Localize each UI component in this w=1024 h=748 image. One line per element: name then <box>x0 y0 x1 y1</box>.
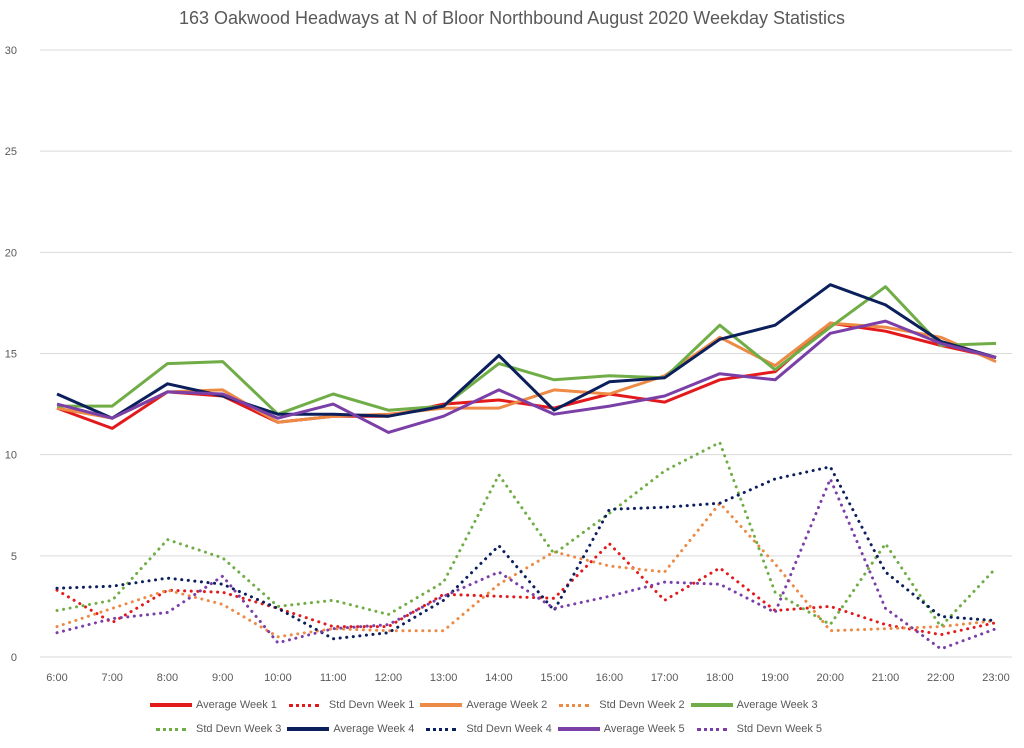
y-tick-label: 25 <box>5 146 17 158</box>
x-tick-label: 22:00 <box>927 672 955 684</box>
legend-solid-line-icon <box>150 703 192 707</box>
x-axis-ticks: 6:00 7:00 8:00 9:00 10:00 11:00 12:00 13:00 14:0… <box>46 672 1009 684</box>
legend-label: Average Week 5 <box>603 723 685 735</box>
legend-label: Std Devn Week 5 <box>736 723 823 735</box>
legend-row: Average Week 1 Std Devn Week 1 Average Wee… <box>150 693 890 717</box>
chart-title: 163 Oakwood Headways at N of Bloor North… <box>178 8 846 28</box>
x-tick-label: 23:00 <box>982 672 1010 684</box>
legend-solid-line-icon <box>287 727 330 731</box>
x-tick-label: 14:00 <box>485 672 513 684</box>
y-tick-label: 10 <box>5 450 17 462</box>
legend-label: Std Devn Week 4 <box>466 723 552 735</box>
series-line-std-devn-week-2 <box>55 501 998 639</box>
x-tick-label: 21:00 <box>872 672 900 684</box>
legend-solid-line-icon <box>690 703 733 707</box>
legend-dotted-line-icon <box>696 727 727 731</box>
legend-item: Std Devn Week 4 <box>420 723 552 735</box>
legend-row: Std Devn Week 3 Average Week 4 Std Devn We… <box>150 717 890 741</box>
legend-item: Average Week 3 <box>690 699 818 711</box>
legend-label: Std Devn Week 2 <box>599 699 685 711</box>
legend-label: Std Devn Week 3 <box>196 723 282 735</box>
x-tick-label: 9:00 <box>212 672 233 684</box>
legend-label: Average Week 1 <box>196 699 277 711</box>
legend-item: Std Devn Week 3 <box>150 723 281 735</box>
legend-dotted-line-icon <box>288 703 319 707</box>
legend-item: Std Devn Week 5 <box>691 723 822 735</box>
x-tick-label: 19:00 <box>761 672 789 684</box>
legend-solid-line-icon <box>420 703 463 707</box>
series-line-std-devn-week-3 <box>55 441 998 629</box>
x-tick-label: 8:00 <box>157 672 178 684</box>
legend-solid-line-icon <box>557 727 600 731</box>
chart-plot-area: 0 5 10 15 20 25 30 6:00 7:00 8:00 9:00 10:00 11:00 1… <box>5 45 1012 684</box>
legend-item: Average Week 5 <box>557 723 685 735</box>
legend-item: Average Week 4 <box>287 723 414 735</box>
legend-dotted-line-icon <box>426 727 457 731</box>
legend-item: Average Week 2 <box>420 699 547 711</box>
legend: Average Week 1 Std Devn Week 1 Average Wee… <box>150 693 890 741</box>
legend-dotted-line-icon <box>559 703 590 707</box>
x-tick-label: 12:00 <box>375 672 403 684</box>
x-tick-label: 17:00 <box>651 672 679 684</box>
legend-label: Average Week 4 <box>333 723 415 735</box>
x-tick-label: 16:00 <box>596 672 624 684</box>
x-tick-label: 6:00 <box>46 672 67 684</box>
series-line-average-week-1 <box>56 321 997 430</box>
legend-dotted-line-icon <box>156 727 186 731</box>
y-tick-label: 15 <box>5 349 17 361</box>
x-tick-label: 13:00 <box>430 672 458 684</box>
y-axis-ticks: 0 5 10 15 20 25 30 <box>5 45 17 664</box>
series-line-std-devn-week-1 <box>55 542 998 637</box>
x-tick-label: 20:00 <box>817 672 845 684</box>
series-line-average-week-3 <box>57 285 997 416</box>
gridlines <box>40 49 1012 658</box>
y-tick-label: 5 <box>11 551 17 563</box>
x-tick-label: 10:00 <box>264 672 292 684</box>
series-line-average-week-5 <box>56 319 997 434</box>
x-tick-label: 15:00 <box>540 672 568 684</box>
legend-item: Average Week 1 <box>150 699 277 711</box>
y-tick-label: 20 <box>5 247 17 259</box>
legend-item: Std Devn Week 1 <box>283 699 414 711</box>
y-tick-label: 30 <box>5 45 17 57</box>
legend-label: Std Devn Week 1 <box>328 699 415 711</box>
legend-item: Std Devn Week 2 <box>553 699 685 711</box>
x-tick-label: 11:00 <box>320 672 347 684</box>
legend-label: Average Week 2 <box>466 699 548 711</box>
x-tick-label: 18:00 <box>706 672 734 684</box>
series-line-std-devn-week-4 <box>55 465 998 641</box>
series-lines <box>55 283 998 651</box>
x-tick-label: 7:00 <box>102 672 123 684</box>
series-line-average-week-2 <box>56 321 997 424</box>
legend-label: Average Week 3 <box>736 699 818 711</box>
y-tick-label: 0 <box>11 652 17 664</box>
series-line-std-devn-week-5 <box>55 477 998 651</box>
